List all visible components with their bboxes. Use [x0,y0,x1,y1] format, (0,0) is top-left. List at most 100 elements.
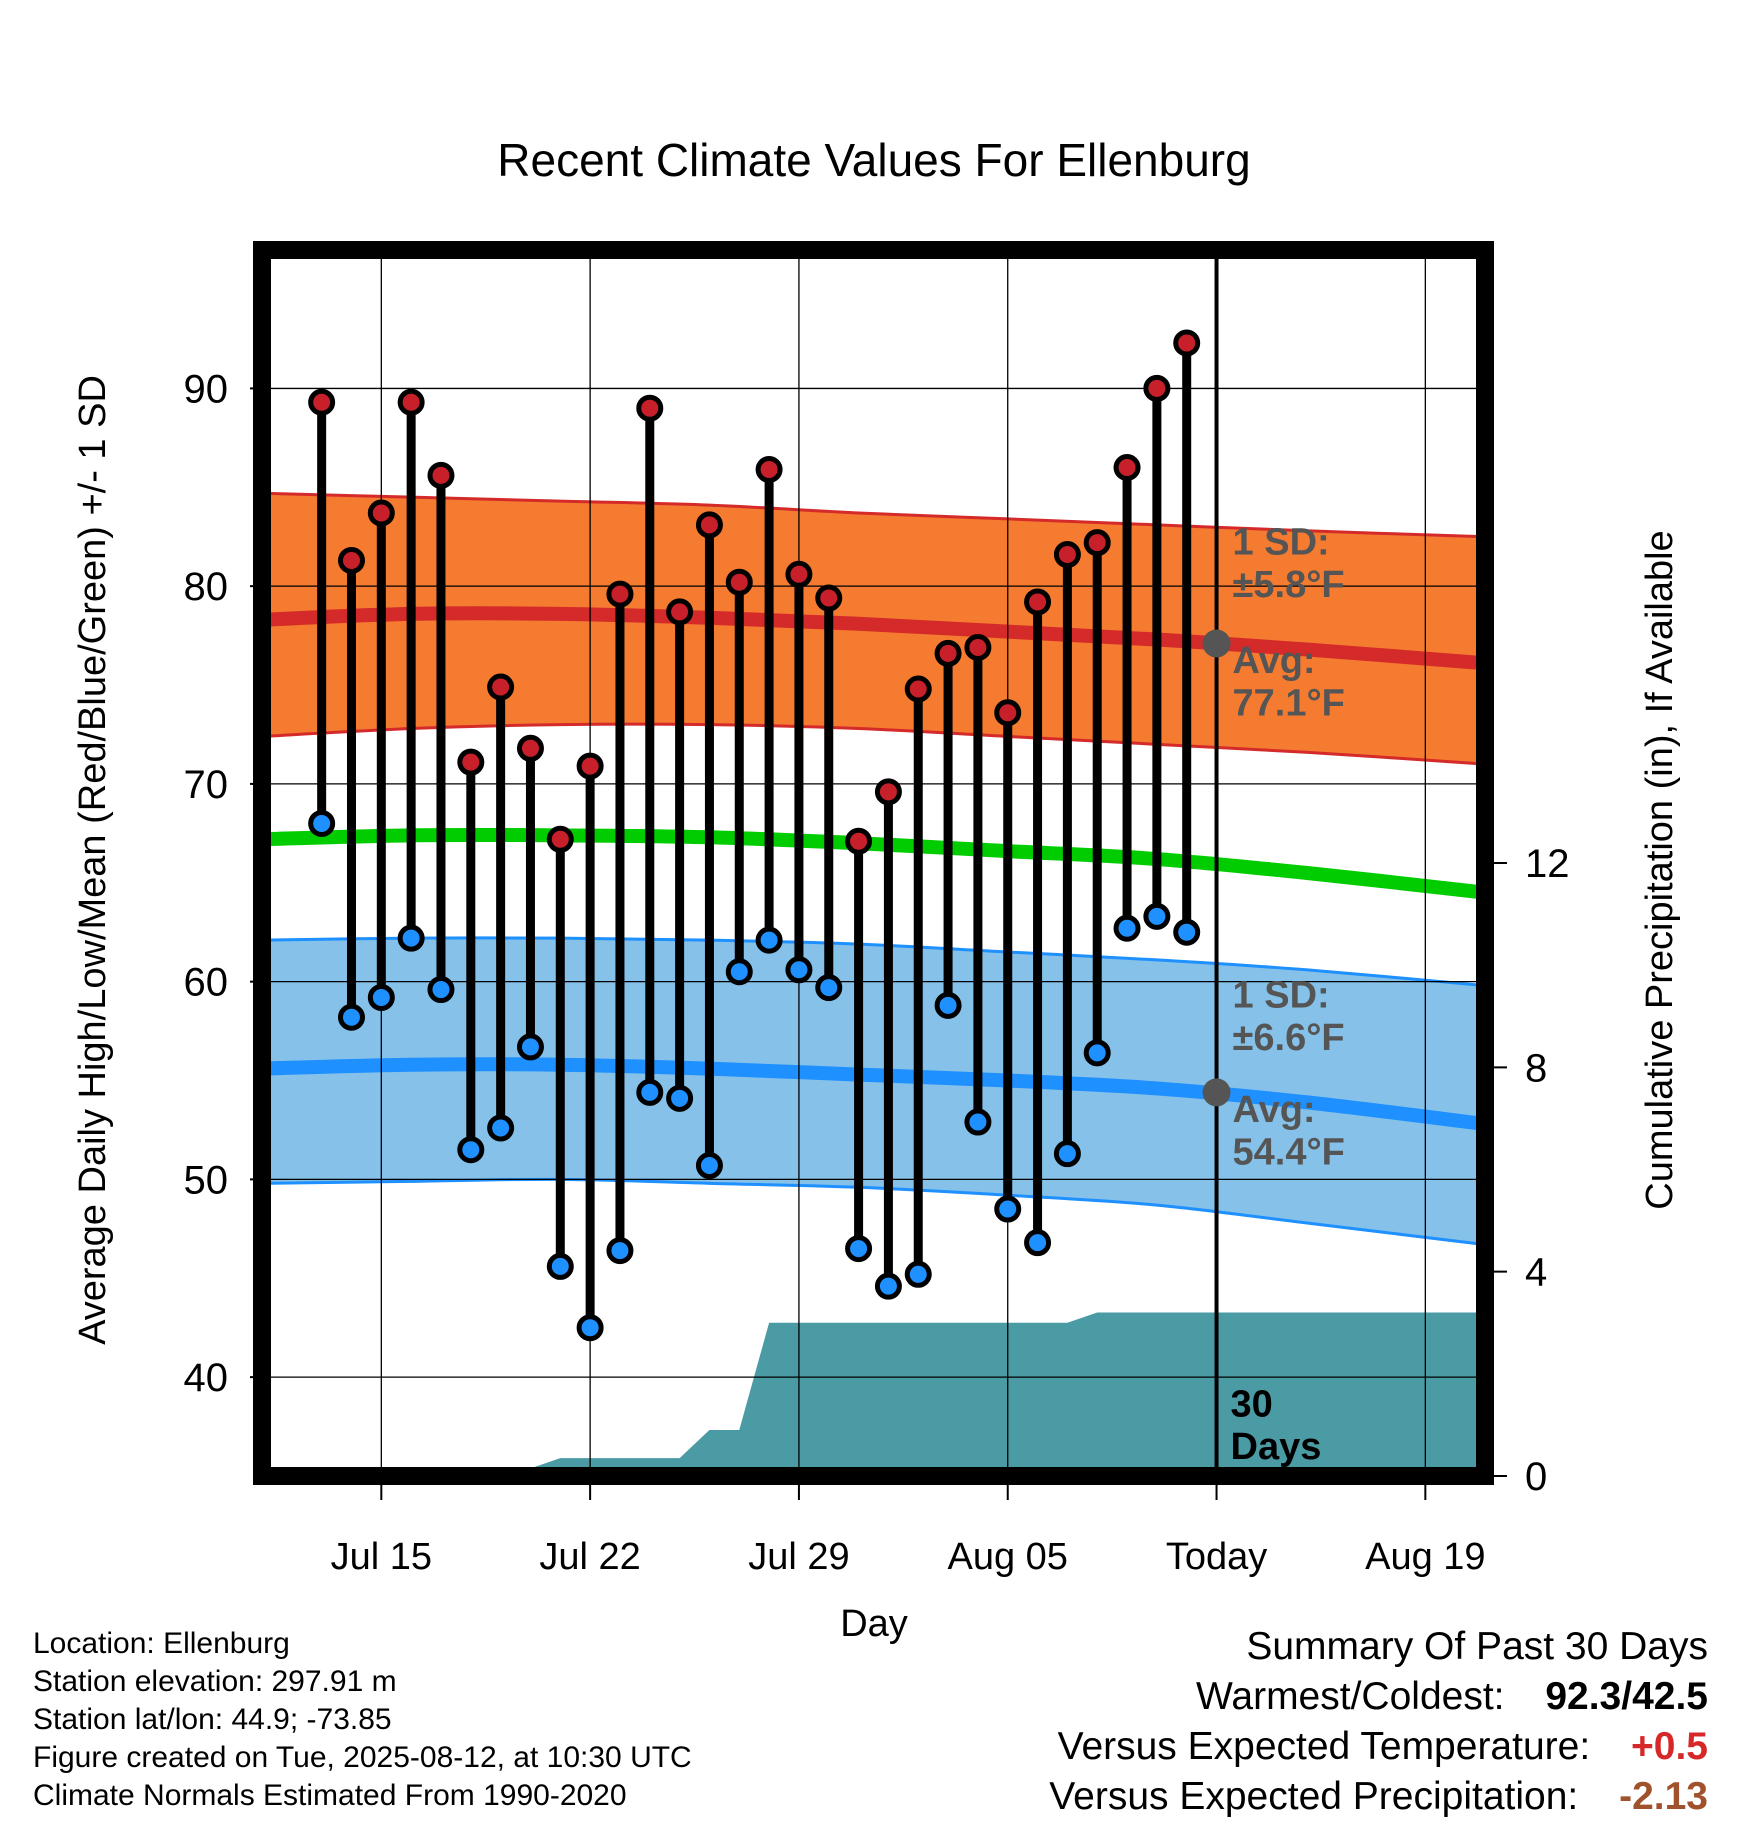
high-point [1053,541,1081,569]
low-point [1173,918,1201,946]
low-point [994,1195,1022,1223]
high-point [457,748,485,776]
y-tick-label: 80 [184,565,229,609]
y-tick-label: 40 [184,1356,229,1400]
low-point [606,1237,634,1265]
station-info: Location: Ellenburg Station elevation: 2… [33,1625,692,1815]
low-point [427,976,455,1004]
summary-panel: Summary Of Past 30 Days Warmest/Coldest:… [1049,1622,1708,1822]
low-point [934,991,962,1019]
high-lower-edge [262,722,1485,766]
low-point [636,1078,664,1106]
info-location: Location: Ellenburg [33,1627,290,1660]
low-point [755,926,783,954]
high-point [1113,454,1141,482]
high-point [845,827,873,855]
low-sd-band [262,937,1485,1245]
plot-area: 1 SD: ±5.8°F Avg: 77.1°F 1 SD: ±6.6°F Avg: 54.4… [184,241,1570,1578]
low-point [1143,902,1171,930]
high-point [785,560,813,588]
high-upper-edge [262,491,1485,539]
low-point [546,1252,574,1280]
y-tick-label: 50 [184,1158,229,1202]
low-point [367,983,395,1011]
low-point [785,956,813,984]
low-sd-annotation: 1 SD: ±6.6°F [1233,974,1345,1059]
low-point [516,1033,544,1061]
y2-tick-label: 4 [1525,1251,1547,1295]
info-created: Figure created on Tue, 2025-08-12, at 10… [33,1741,692,1774]
high-point [308,388,336,416]
low-point [695,1152,723,1180]
high-point [725,568,753,596]
y-tick-label: 70 [184,763,229,807]
info-latlon: Station lat/lon: 44.9; -73.85 [33,1703,392,1736]
low-point [725,958,753,986]
y2-tick-label: 8 [1525,1046,1547,1090]
high-point [606,580,634,608]
low-point [397,924,425,952]
precip-value: -2.13 [1619,1775,1708,1818]
low-point [845,1235,873,1263]
high-point [367,499,395,527]
y-axis-label: Average Daily High/Low/Mean (Red/Blue/Gr… [72,375,114,1345]
high-point [815,584,843,612]
precip-area [321,1312,1485,1476]
high-point [1143,374,1171,402]
low-point [1113,914,1141,942]
low-point [1083,1039,1111,1067]
high-point [964,633,992,661]
x-tick-label: Today [1166,1536,1267,1578]
x-tick-label: Jul 15 [331,1536,432,1578]
high-point [576,752,604,780]
high-point [427,461,455,489]
high-point [397,388,425,416]
low-point [576,1314,604,1342]
low-point [815,974,843,1002]
high-avg-annotation: Avg: 77.1°F [1233,640,1345,725]
high-point [755,455,783,483]
low-avg-today-marker [1202,1078,1231,1107]
high-point [487,673,515,701]
x-axis-label: Day [840,1603,908,1645]
low-point [1024,1229,1052,1257]
plot-inner: 1 SD: ±5.8°F Avg: 77.1°F 1 SD: ±6.6°F Avg: 54.4… [262,250,1485,1476]
x-tick-label: Jul 22 [539,1536,640,1578]
high-avg-today-marker [1202,629,1231,658]
low-point [1053,1140,1081,1168]
y-tick-label: 60 [184,961,229,1005]
info-normals: Climate Normals Estimated From 1990-2020 [33,1779,627,1812]
low-point [666,1084,694,1112]
low-point [308,809,336,837]
high-point [994,699,1022,727]
high-sd-annotation: 1 SD: ±5.8°F [1233,522,1345,607]
y2-axis-label: Cumulative Precipitation (in), If Availa… [1639,530,1681,1209]
y-tick-label: 90 [184,367,229,411]
high-point [546,825,574,853]
temp-label: Versus Expected Temperature: [1057,1725,1591,1768]
days-label: 30 Days [1231,1384,1322,1469]
x-tick-label: Jul 29 [748,1536,849,1578]
low-point [904,1260,932,1288]
info-elevation: Station elevation: 297.91 m [33,1665,397,1698]
high-point [666,598,694,626]
y2-tick-label: 0 [1525,1455,1547,1499]
low-point [874,1272,902,1300]
y2-tick-label: 12 [1525,842,1570,886]
high-avg-line [262,606,1485,671]
low-point [337,1003,365,1031]
precip-label: Versus Expected Precipitation: [1049,1775,1579,1818]
high-point [934,639,962,667]
high-point [337,546,365,574]
low-point [964,1108,992,1136]
x-tick-label: Aug 05 [948,1536,1068,1578]
high-point [904,675,932,703]
warm-cold-label: Warmest/Coldest: [1196,1675,1505,1718]
high-point [695,511,723,539]
chart-title: Recent Climate Values For Ellenburg [497,134,1250,186]
low-avg-annotation: Avg: 54.4°F [1233,1089,1345,1174]
x-tick-label: Aug 19 [1365,1536,1485,1578]
high-point [874,778,902,806]
high-point [636,394,664,422]
temp-value: +0.5 [1631,1725,1708,1768]
